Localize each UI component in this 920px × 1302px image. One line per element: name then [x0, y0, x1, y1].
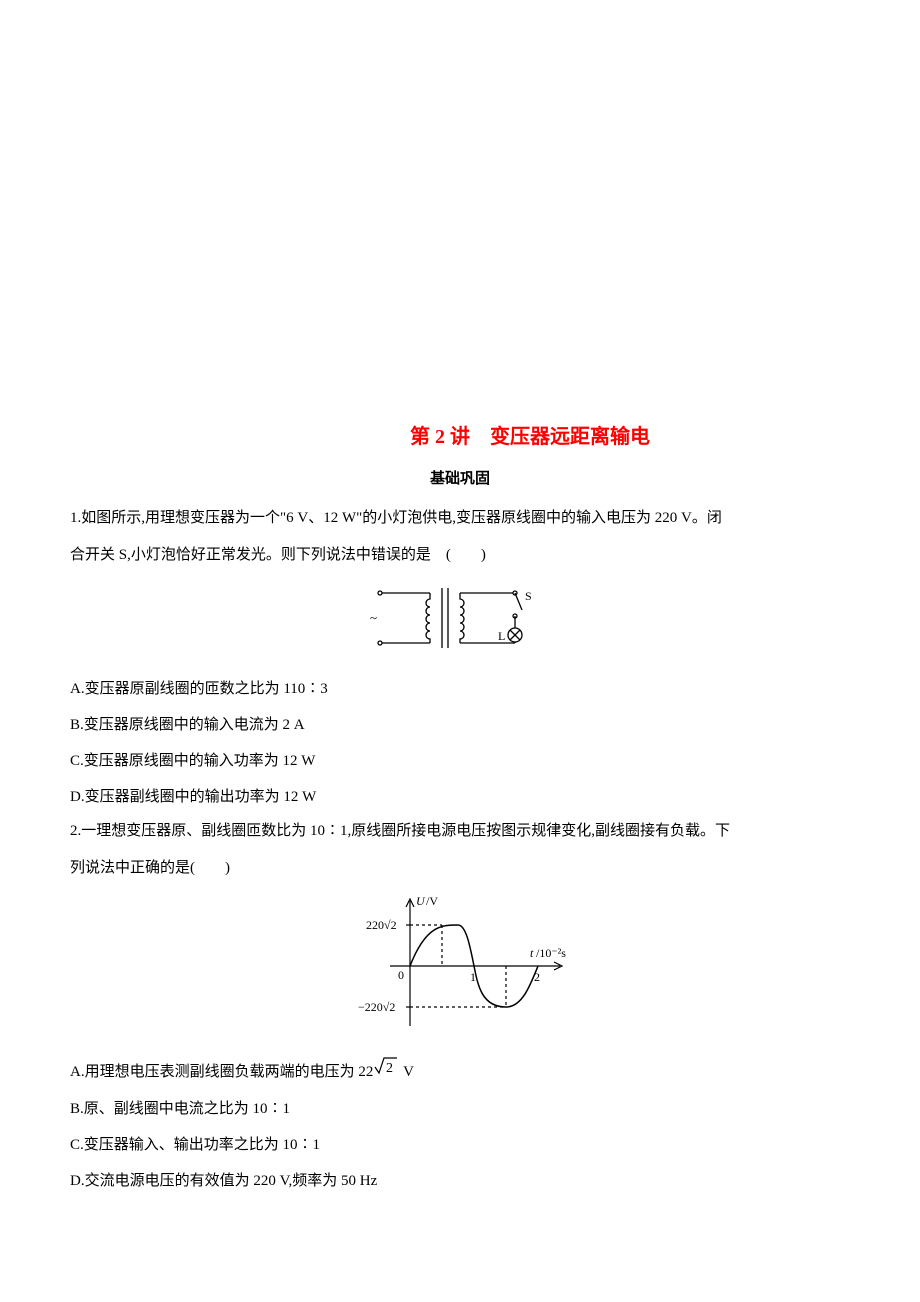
- q2-option-a-prefix: A.用理想电压表测副线圈负载两端的电压为 22: [70, 1064, 373, 1080]
- q1-option-b: B.变压器原线圈中的输入电流为 2 A: [70, 707, 850, 743]
- page-container: 第 2 讲 变压器远距离输电 基础巩固 1.如图所示,用理想变压器为一个"6 V…: [0, 0, 920, 1259]
- svg-text:220√2: 220√2: [366, 918, 397, 932]
- svg-text:/V: /V: [426, 894, 438, 908]
- q2-sine-graph: U /V t /10⁻²s 220√2 −220√2 0: [70, 891, 850, 1046]
- q2-option-b: B.原、副线圈中电流之比为 10∶1: [70, 1091, 850, 1127]
- q1-stem-line1: 1.如图所示,用理想变压器为一个"6 V、12 W"的小灯泡供电,变压器原线圈中…: [70, 502, 850, 535]
- section-heading: 基础巩固: [70, 467, 850, 488]
- q2-option-c: C.变压器输入、输出功率之比为 10∶1: [70, 1127, 850, 1163]
- svg-text:1: 1: [470, 970, 476, 984]
- svg-text:2: 2: [386, 1061, 393, 1076]
- svg-text:U: U: [416, 894, 426, 908]
- q1-option-d: D.变压器副线圈中的输出功率为 12 W: [70, 779, 850, 815]
- q2-option-a: A.用理想电压表测副线圈负载两端的电压为 22 2 V: [70, 1054, 850, 1091]
- q2-stem-line2: 列说法中正确的是( ): [70, 852, 850, 885]
- lesson-title: 第 2 讲 变压器远距离输电: [210, 420, 850, 449]
- sine-svg: U /V t /10⁻²s 220√2 −220√2 0: [330, 891, 590, 1041]
- svg-text:/10⁻²s: /10⁻²s: [536, 946, 566, 960]
- svg-text:S: S: [525, 589, 532, 603]
- transformer-svg: ~ S: [350, 578, 570, 658]
- svg-text:t: t: [530, 946, 534, 960]
- svg-text:0: 0: [398, 968, 404, 982]
- q1-transformer-diagram: ~ S: [70, 578, 850, 663]
- q2-option-a-suffix: V: [399, 1064, 414, 1080]
- q1-option-a: A.变压器原副线圈的匝数之比为 110∶3: [70, 671, 850, 707]
- q2-option-d: D.交流电源电压的有效值为 220 V,频率为 50 Hz: [70, 1163, 850, 1199]
- q1-option-c: C.变压器原线圈中的输入功率为 12 W: [70, 743, 850, 779]
- sqrt2-icon: 2: [373, 1055, 399, 1091]
- svg-text:−220√2: −220√2: [358, 1000, 395, 1014]
- svg-text:L: L: [498, 629, 505, 643]
- q2-stem-line1: 2.一理想变压器原、副线圈匝数比为 10∶1,原线圈所接电源电压按图示规律变化,…: [70, 815, 850, 848]
- svg-text:2: 2: [534, 970, 540, 984]
- svg-text:~: ~: [370, 610, 377, 625]
- q1-stem-line2: 合开关 S,小灯泡恰好正常发光。则下列说法中错误的是 ( ): [70, 539, 850, 572]
